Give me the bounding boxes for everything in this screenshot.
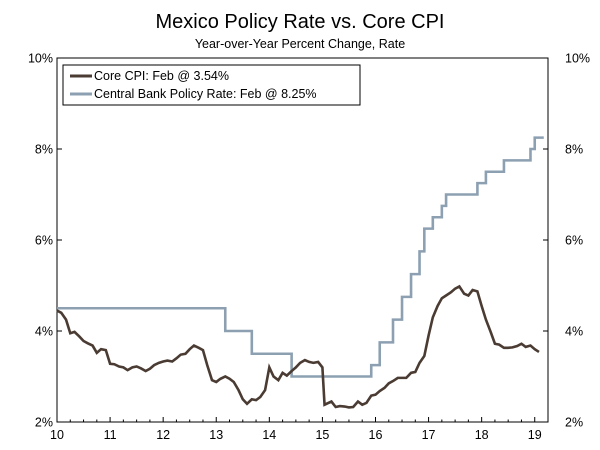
core-cpi-line (56, 284, 540, 409)
legend-label-policy-rate: Central Bank Policy Rate: Feb @ 8.25% (94, 87, 317, 101)
x-tick-label: 18 (475, 428, 489, 442)
chart-title: Mexico Policy Rate vs. Core CPI (156, 11, 445, 33)
y-left-tick-label: 8% (35, 143, 53, 157)
policy-rate-line (57, 136, 544, 378)
x-tick-label: 16 (369, 428, 383, 442)
y-left-tick-label: 4% (35, 325, 53, 339)
legend-box (62, 64, 361, 106)
y-left-tick-label: 6% (35, 234, 53, 248)
x-tick-label: 12 (156, 428, 170, 442)
y-right-tick-label: 2% (565, 416, 583, 430)
legend-label-core-cpi: Core CPI: Feb @ 3.54% (94, 69, 229, 83)
x-tick-label: 15 (315, 428, 329, 442)
x-tick-label: 11 (104, 428, 117, 442)
x-tick-label: 19 (528, 428, 542, 442)
chart-subtitle: Year-over-Year Percent Change, Rate (195, 37, 405, 51)
y-left-tick-label: 10% (28, 52, 53, 66)
x-tick-label: 14 (262, 428, 276, 442)
axis-layer: 10 11 12 13 14 15 16 17 18 19 2% 2% 4% 4% 6% 6% 8% 8% 10% 1… (28, 52, 590, 443)
x-tick-label: 10 (50, 428, 64, 442)
y-right-tick-label: 4% (565, 325, 583, 339)
x-tick-label: 17 (422, 428, 436, 442)
y-right-tick-label: 10% (565, 52, 590, 66)
y-right-tick-label: 8% (565, 143, 583, 157)
series-layer (56, 136, 544, 409)
y-left-tick-label: 2% (35, 416, 53, 430)
legend: Core CPI: Feb @ 3.54% Central Bank Polic… (62, 64, 361, 106)
y-right-tick-label: 6% (565, 234, 583, 248)
x-tick-label: 13 (209, 428, 223, 442)
